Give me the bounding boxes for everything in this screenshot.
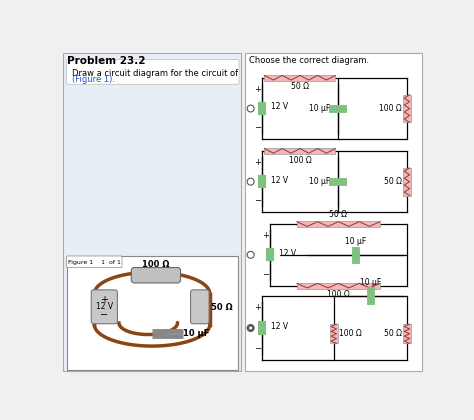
Text: 12 V: 12 V [272,322,289,331]
Text: 50 Ω: 50 Ω [210,303,232,312]
FancyBboxPatch shape [191,290,209,324]
Text: 10 μF: 10 μF [309,177,330,186]
Circle shape [247,325,254,331]
Text: 100 Ω: 100 Ω [327,290,350,299]
Bar [297,283,380,289]
Circle shape [249,326,252,330]
Text: 50 Ω: 50 Ω [383,329,401,338]
Text: 12 V: 12 V [96,302,113,311]
Text: 12 V: 12 V [272,176,289,185]
Circle shape [247,178,254,185]
Bar [297,221,380,227]
Text: +: + [254,158,261,167]
Text: −: − [254,197,261,205]
Bar [264,75,335,81]
Text: Draw a circuit diagram for the circuit of: Draw a circuit diagram for the circuit o… [72,69,238,78]
Text: 50 Ω: 50 Ω [383,177,401,186]
Text: 50 Ω: 50 Ω [291,82,309,92]
FancyBboxPatch shape [66,256,122,268]
Text: −: − [100,310,109,320]
FancyBboxPatch shape [131,268,181,283]
Bar [66,256,237,370]
Text: Choose the correct diagram.: Choose the correct diagram. [249,56,369,65]
Text: (Figure 1).: (Figure 1). [72,75,115,84]
Text: Figure 1    1  of 1: Figure 1 1 of 1 [68,260,121,265]
Text: −: − [262,270,269,279]
Bar [403,168,411,196]
Text: −: − [254,344,261,353]
Text: 100 Ω: 100 Ω [339,329,362,338]
Bar [403,324,411,344]
Text: 12 V: 12 V [272,102,289,111]
Circle shape [247,105,254,112]
FancyBboxPatch shape [63,52,241,371]
Bar [330,324,337,344]
Text: Problem 23.2: Problem 23.2 [66,56,145,66]
Bar [264,148,335,154]
Text: +: + [254,85,261,94]
Text: +: + [262,231,269,240]
Text: +: + [254,302,261,312]
Text: 10 μF: 10 μF [183,329,209,338]
Bar [245,52,422,371]
Text: −: − [254,123,261,132]
FancyBboxPatch shape [66,60,239,84]
Text: 10 μF: 10 μF [360,278,381,287]
Text: 10 μF: 10 μF [345,237,366,247]
Circle shape [247,251,254,258]
Text: 100 Ω: 100 Ω [379,104,401,113]
FancyBboxPatch shape [91,290,118,324]
Text: 50 Ω: 50 Ω [329,210,347,219]
Bar [403,94,411,122]
Text: 100 Ω: 100 Ω [289,155,311,165]
Text: 100 Ω: 100 Ω [142,260,170,269]
Text: 12 V: 12 V [279,249,296,258]
Text: 10 μF: 10 μF [309,104,330,113]
Text: +: + [100,295,109,305]
